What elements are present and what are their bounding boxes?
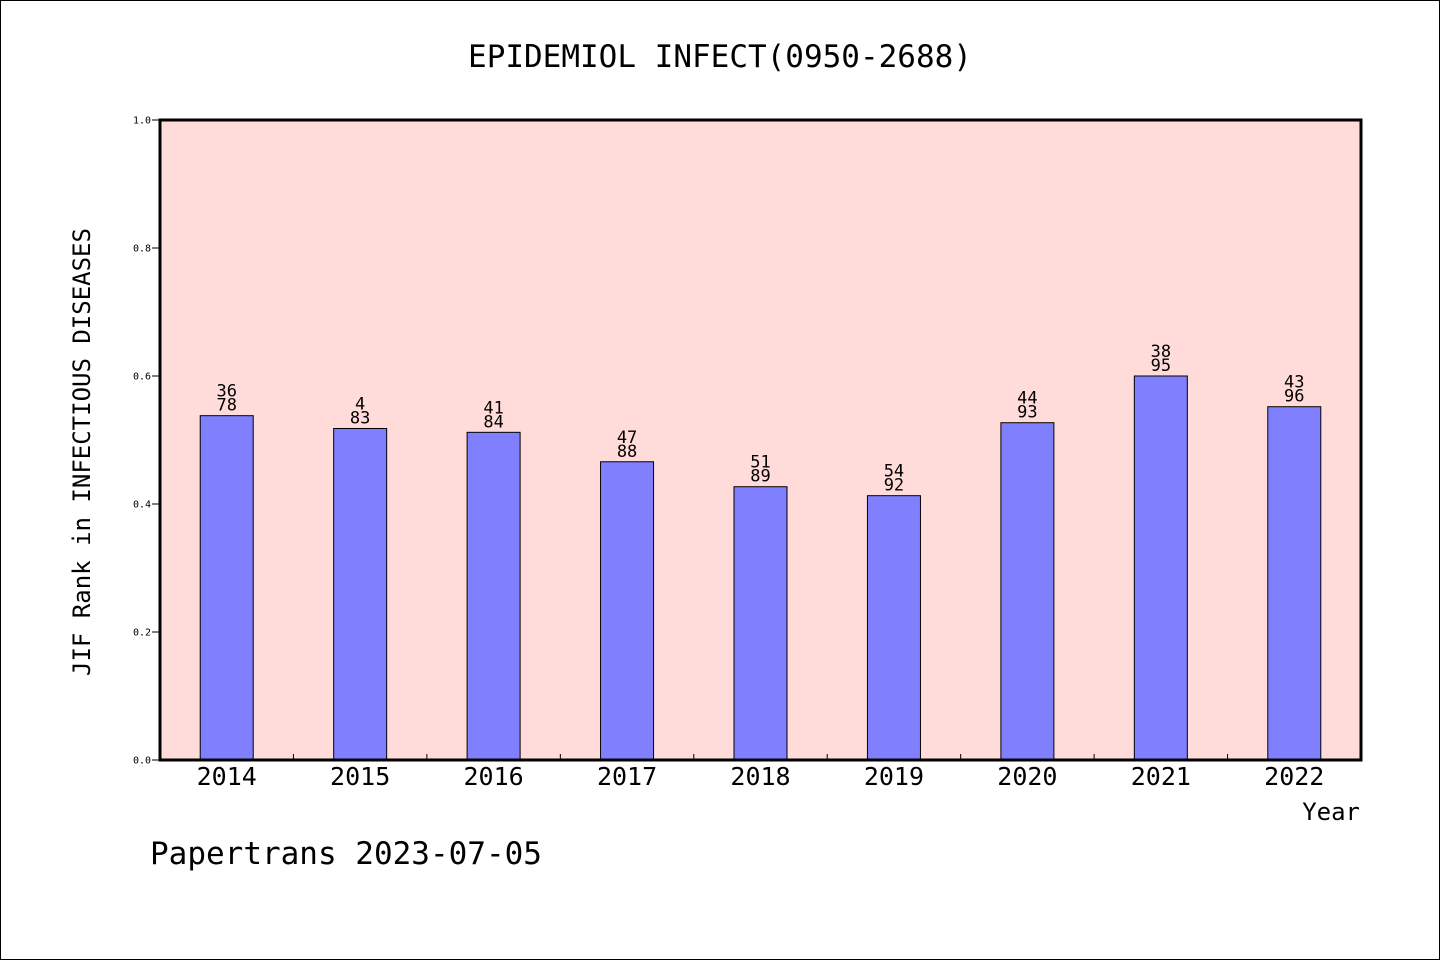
plot-border <box>158 118 1363 762</box>
bar <box>1000 422 1055 761</box>
bar-total-label: 83 <box>350 408 370 428</box>
x-axis-label: Year <box>1302 798 1360 826</box>
bar <box>866 495 921 761</box>
x-tick-label: 2015 <box>330 762 390 791</box>
bar-total-label: 93 <box>1017 403 1037 423</box>
bar-rank-label: 51 <box>750 453 770 473</box>
x-tick-label: 2019 <box>864 762 924 791</box>
bar-total-label: 95 <box>1151 356 1171 376</box>
y-tick-label: 1.0 <box>133 116 151 127</box>
y-tick-label: 0.2 <box>133 628 151 639</box>
bar-total-label: 89 <box>750 467 770 487</box>
bar-rank-label: 4 <box>355 394 365 414</box>
bar <box>199 415 254 761</box>
x-tick-label: 2016 <box>464 762 524 791</box>
bar-total-label: 92 <box>884 476 904 496</box>
bar <box>333 427 388 761</box>
y-tick-label: 0.8 <box>133 244 151 255</box>
x-axis: 2014 2015 2016 2017 2018 2019 2020 2021 2022 <box>197 754 1324 791</box>
bar-rank-label: 41 <box>483 398 503 418</box>
y-tick-label: 0.4 <box>133 500 151 511</box>
y-axis: 0.0 0.2 0.4 0.6 0.8 1.0 <box>133 116 160 767</box>
y-tick-label: 0.0 <box>133 756 151 767</box>
chart-title: EPIDEMIOL INFECT(0950-2688) <box>468 39 972 75</box>
y-tick-label: 0.6 <box>133 372 151 383</box>
y-axis-label: JIF Rank in INFECTIOUS DISEASES <box>68 228 96 676</box>
bar <box>466 431 521 761</box>
bar-rank-label: 38 <box>1151 342 1171 362</box>
bar <box>1267 406 1322 761</box>
x-tick-label: 2018 <box>730 762 790 791</box>
x-tick-label: 2014 <box>197 762 257 791</box>
bar-total-label: 96 <box>1284 387 1304 407</box>
bar-rank-label: 47 <box>617 428 637 448</box>
x-tick-label: 2020 <box>997 762 1057 791</box>
bar <box>733 486 788 761</box>
bar <box>600 461 655 761</box>
x-tick-label: 2021 <box>1131 762 1191 791</box>
bar-rank-label: 43 <box>1284 373 1304 393</box>
bar-total-label: 78 <box>216 396 236 416</box>
bar-total-label: 88 <box>617 442 637 462</box>
bar-rank-label: 44 <box>1017 389 1037 409</box>
bar-rank-label: 54 <box>884 462 904 482</box>
bar-total-label: 84 <box>483 412 503 432</box>
footer-text: Papertrans 2023-07-05 <box>150 836 542 872</box>
bar <box>1133 375 1188 761</box>
x-tick-label: 2022 <box>1264 762 1324 791</box>
bar-rank-label: 36 <box>216 382 236 402</box>
x-tick-label: 2017 <box>597 762 657 791</box>
